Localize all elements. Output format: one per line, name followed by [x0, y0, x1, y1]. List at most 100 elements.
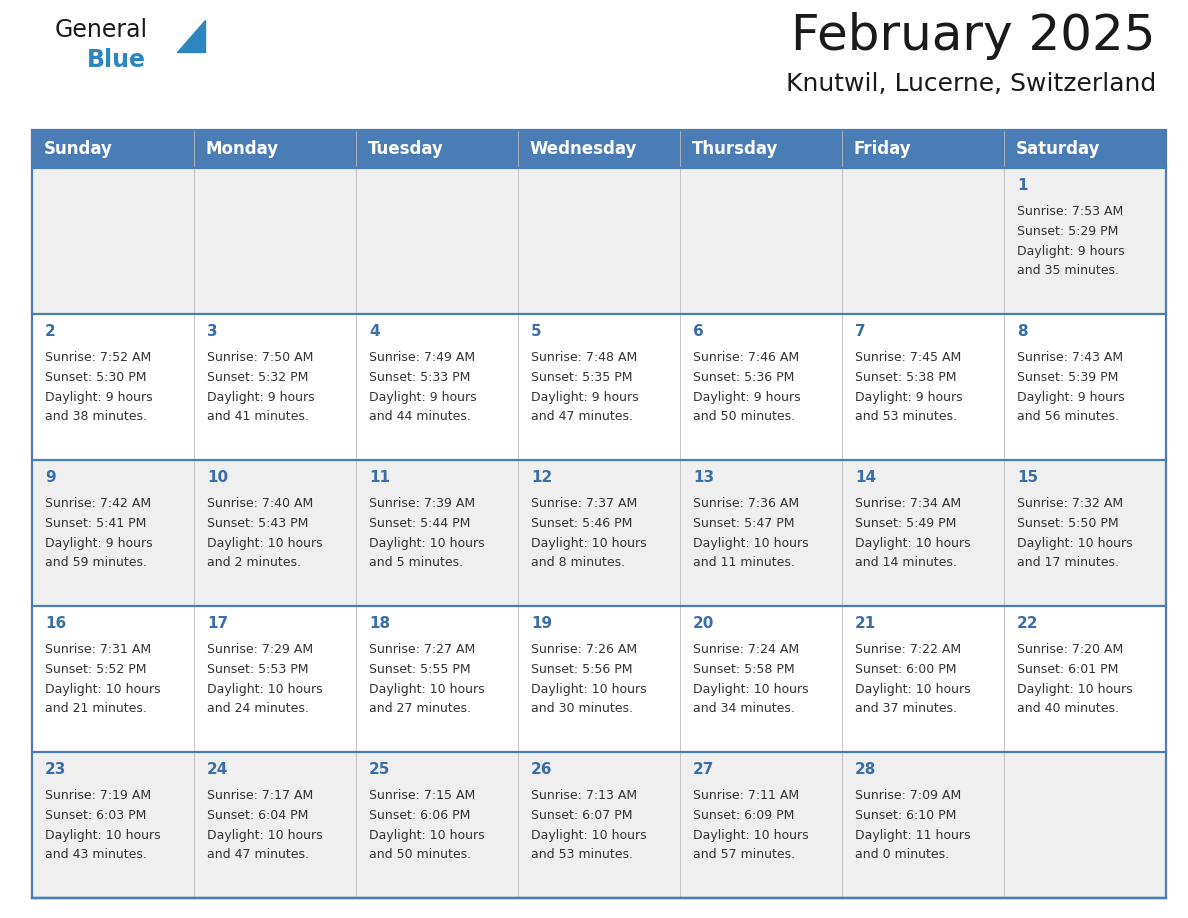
Text: 15: 15: [1017, 470, 1038, 485]
Text: Daylight: 10 hours: Daylight: 10 hours: [45, 683, 160, 696]
Text: Sunrise: 7:40 AM: Sunrise: 7:40 AM: [207, 497, 314, 510]
Text: Daylight: 10 hours: Daylight: 10 hours: [855, 537, 971, 550]
Text: Sunrise: 7:53 AM: Sunrise: 7:53 AM: [1017, 205, 1123, 218]
Text: and 2 minutes.: and 2 minutes.: [207, 556, 301, 569]
Text: Sunrise: 7:48 AM: Sunrise: 7:48 AM: [531, 351, 637, 364]
Text: Sunset: 5:32 PM: Sunset: 5:32 PM: [207, 371, 309, 384]
Text: Sunset: 5:38 PM: Sunset: 5:38 PM: [855, 371, 956, 384]
Text: Daylight: 10 hours: Daylight: 10 hours: [1017, 683, 1132, 696]
Text: 26: 26: [531, 762, 552, 777]
Text: 10: 10: [207, 470, 228, 485]
Text: Sunrise: 7:24 AM: Sunrise: 7:24 AM: [693, 643, 800, 656]
Text: 3: 3: [207, 324, 217, 339]
Text: Sunrise: 7:45 AM: Sunrise: 7:45 AM: [855, 351, 961, 364]
Text: Sunset: 5:39 PM: Sunset: 5:39 PM: [1017, 371, 1118, 384]
Text: 23: 23: [45, 762, 67, 777]
Text: Daylight: 9 hours: Daylight: 9 hours: [1017, 245, 1125, 258]
Text: Tuesday: Tuesday: [368, 140, 444, 158]
Text: Monday: Monday: [206, 140, 279, 158]
Text: Sunset: 5:46 PM: Sunset: 5:46 PM: [531, 517, 632, 530]
Text: Sunrise: 7:43 AM: Sunrise: 7:43 AM: [1017, 351, 1123, 364]
Text: 6: 6: [693, 324, 703, 339]
Bar: [32, 606, 1165, 752]
Text: Daylight: 10 hours: Daylight: 10 hours: [207, 829, 323, 842]
Polygon shape: [177, 20, 206, 52]
Text: and 47 minutes.: and 47 minutes.: [207, 848, 309, 861]
Text: Friday: Friday: [854, 140, 911, 158]
Text: Sunset: 5:49 PM: Sunset: 5:49 PM: [855, 517, 956, 530]
Text: and 53 minutes.: and 53 minutes.: [855, 410, 958, 423]
Text: Daylight: 10 hours: Daylight: 10 hours: [693, 829, 809, 842]
Text: Sunset: 5:43 PM: Sunset: 5:43 PM: [207, 517, 309, 530]
Text: Daylight: 9 hours: Daylight: 9 hours: [45, 537, 152, 550]
Text: Blue: Blue: [87, 48, 146, 72]
Text: and 53 minutes.: and 53 minutes.: [531, 848, 633, 861]
Bar: [32, 460, 1165, 606]
Text: 19: 19: [531, 616, 552, 631]
Bar: [32, 130, 1165, 168]
Text: Knutwil, Lucerne, Switzerland: Knutwil, Lucerne, Switzerland: [785, 72, 1156, 96]
Text: 22: 22: [1017, 616, 1038, 631]
Text: Sunrise: 7:20 AM: Sunrise: 7:20 AM: [1017, 643, 1123, 656]
Text: Sunset: 5:58 PM: Sunset: 5:58 PM: [693, 663, 795, 676]
Text: Sunrise: 7:49 AM: Sunrise: 7:49 AM: [369, 351, 475, 364]
Text: Sunset: 5:55 PM: Sunset: 5:55 PM: [369, 663, 470, 676]
Text: Sunday: Sunday: [44, 140, 113, 158]
Text: 21: 21: [855, 616, 877, 631]
Text: Daylight: 11 hours: Daylight: 11 hours: [855, 829, 971, 842]
Text: Sunset: 5:29 PM: Sunset: 5:29 PM: [1017, 225, 1118, 238]
Text: Sunrise: 7:37 AM: Sunrise: 7:37 AM: [531, 497, 637, 510]
Text: Daylight: 9 hours: Daylight: 9 hours: [45, 391, 152, 404]
Text: and 8 minutes.: and 8 minutes.: [531, 556, 625, 569]
Text: and 43 minutes.: and 43 minutes.: [45, 848, 147, 861]
Text: Daylight: 10 hours: Daylight: 10 hours: [45, 829, 160, 842]
Bar: [32, 130, 1165, 898]
Text: Sunset: 5:41 PM: Sunset: 5:41 PM: [45, 517, 146, 530]
Text: and 57 minutes.: and 57 minutes.: [693, 848, 795, 861]
Text: February 2025: February 2025: [791, 12, 1156, 60]
Text: and 41 minutes.: and 41 minutes.: [207, 410, 309, 423]
Text: Thursday: Thursday: [691, 140, 778, 158]
Text: Sunset: 6:06 PM: Sunset: 6:06 PM: [369, 809, 470, 822]
Text: Sunrise: 7:29 AM: Sunrise: 7:29 AM: [207, 643, 314, 656]
Text: and 27 minutes.: and 27 minutes.: [369, 702, 470, 715]
Text: and 47 minutes.: and 47 minutes.: [531, 410, 633, 423]
Text: Sunrise: 7:26 AM: Sunrise: 7:26 AM: [531, 643, 637, 656]
Text: Sunset: 6:09 PM: Sunset: 6:09 PM: [693, 809, 795, 822]
Text: Sunrise: 7:13 AM: Sunrise: 7:13 AM: [531, 789, 637, 802]
Text: and 59 minutes.: and 59 minutes.: [45, 556, 147, 569]
Text: Daylight: 9 hours: Daylight: 9 hours: [531, 391, 639, 404]
Text: Sunrise: 7:42 AM: Sunrise: 7:42 AM: [45, 497, 151, 510]
Text: Sunrise: 7:50 AM: Sunrise: 7:50 AM: [207, 351, 314, 364]
Text: Sunrise: 7:09 AM: Sunrise: 7:09 AM: [855, 789, 961, 802]
Text: 9: 9: [45, 470, 56, 485]
Text: Sunrise: 7:39 AM: Sunrise: 7:39 AM: [369, 497, 475, 510]
Text: Daylight: 10 hours: Daylight: 10 hours: [531, 683, 646, 696]
Text: Sunset: 5:52 PM: Sunset: 5:52 PM: [45, 663, 146, 676]
Text: and 17 minutes.: and 17 minutes.: [1017, 556, 1119, 569]
Text: Daylight: 10 hours: Daylight: 10 hours: [369, 829, 485, 842]
Text: Sunrise: 7:31 AM: Sunrise: 7:31 AM: [45, 643, 151, 656]
Bar: [32, 314, 1165, 460]
Text: 20: 20: [693, 616, 714, 631]
Text: Sunset: 5:47 PM: Sunset: 5:47 PM: [693, 517, 795, 530]
Text: Sunrise: 7:19 AM: Sunrise: 7:19 AM: [45, 789, 151, 802]
Text: and 24 minutes.: and 24 minutes.: [207, 702, 309, 715]
Text: and 40 minutes.: and 40 minutes.: [1017, 702, 1119, 715]
Text: Saturday: Saturday: [1016, 140, 1100, 158]
Text: 28: 28: [855, 762, 877, 777]
Text: and 56 minutes.: and 56 minutes.: [1017, 410, 1119, 423]
Text: and 50 minutes.: and 50 minutes.: [693, 410, 795, 423]
Text: Sunset: 6:03 PM: Sunset: 6:03 PM: [45, 809, 146, 822]
Text: 24: 24: [207, 762, 228, 777]
Text: Daylight: 10 hours: Daylight: 10 hours: [1017, 537, 1132, 550]
Text: Sunset: 5:36 PM: Sunset: 5:36 PM: [693, 371, 795, 384]
Text: and 21 minutes.: and 21 minutes.: [45, 702, 147, 715]
Text: Daylight: 9 hours: Daylight: 9 hours: [207, 391, 315, 404]
Text: 18: 18: [369, 616, 390, 631]
Text: and 0 minutes.: and 0 minutes.: [855, 848, 949, 861]
Text: 13: 13: [693, 470, 714, 485]
Text: 16: 16: [45, 616, 67, 631]
Text: Sunrise: 7:32 AM: Sunrise: 7:32 AM: [1017, 497, 1123, 510]
Text: and 50 minutes.: and 50 minutes.: [369, 848, 472, 861]
